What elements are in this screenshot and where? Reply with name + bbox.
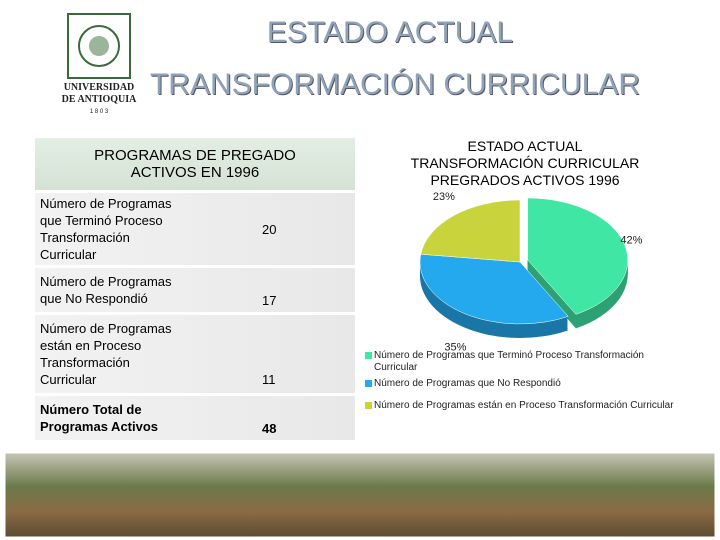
legend: Número de Programas que Terminó Proceso … — [365, 350, 675, 416]
table-row: Número de Programas que No Respondió 17 — [35, 268, 355, 312]
legend-label: Número de Programas que Terminó Proceso … — [374, 350, 644, 373]
pie: 42% 35% 23% — [419, 191, 643, 354]
legend-item: Número de Programas están en Proceso Tra… — [365, 400, 675, 412]
legend-label: Número de Programas están en Proceso Tra… — [374, 400, 674, 411]
chart-title-line: TRANSFORMACIÓN CURRICULAR — [410, 155, 640, 171]
legend-swatch — [365, 352, 372, 359]
pie-slice — [420, 199, 521, 263]
table-row: Número de Programas que Terminó Proceso … — [35, 193, 355, 265]
data-label: 35% — [444, 342, 466, 354]
cell: 20 — [262, 221, 277, 237]
cell: Número de Programas que No Respondió — [40, 274, 172, 306]
table-row: Número Total de Programas Activos 48 — [35, 396, 355, 440]
legend-swatch — [365, 380, 372, 387]
table-row: Número de Programas están en Proceso Tra… — [35, 315, 355, 393]
cell: 17 — [262, 293, 277, 308]
logo-year: 1 8 0 3 — [90, 109, 109, 115]
legend-item: Número de Programas que Terminó Proceso … — [365, 350, 675, 374]
cell: Número Total de Programas Activos — [40, 402, 159, 434]
logo-text: DE ANTIOQUIA — [62, 94, 138, 105]
chart-title-line: PREGRADOS ACTIVOS 1996 — [430, 172, 620, 188]
cell: Número de Programas que Terminó Proceso … — [40, 196, 172, 262]
subtitle: TRANSFORMACIÓN CURRICULAR — [149, 68, 641, 101]
chart-title: ESTADO ACTUAL TRANSFORMACIÓN CURRICULAR … — [380, 138, 670, 189]
photo — [2, 450, 718, 540]
cell: 11 — [262, 372, 276, 387]
legend-label: Número de Programas que No Respondió — [374, 378, 561, 389]
chart-title-line: ESTADO ACTUAL — [467, 138, 583, 154]
data-label: 23% — [433, 191, 455, 203]
table-header: PROGRAMAS DE PREGADO ACTIVOS EN 1996 — [35, 138, 355, 190]
table: PROGRAMAS DE PREGADO ACTIVOS EN 1996 Núm… — [35, 138, 355, 440]
title: ESTADO ACTUAL — [266, 16, 514, 49]
pie-slice — [527, 197, 628, 315]
cell: Número de Programas están en Proceso Tra… — [40, 321, 172, 387]
logo-emblem — [67, 13, 131, 79]
legend-swatch — [365, 402, 372, 409]
logo-text: UNIVERSIDAD — [64, 82, 135, 93]
cell: 48 — [262, 421, 277, 436]
legend-item: Número de Programas que No Respondió — [365, 378, 675, 390]
data-label: 42% — [620, 234, 642, 246]
pie-slice — [419, 253, 569, 325]
